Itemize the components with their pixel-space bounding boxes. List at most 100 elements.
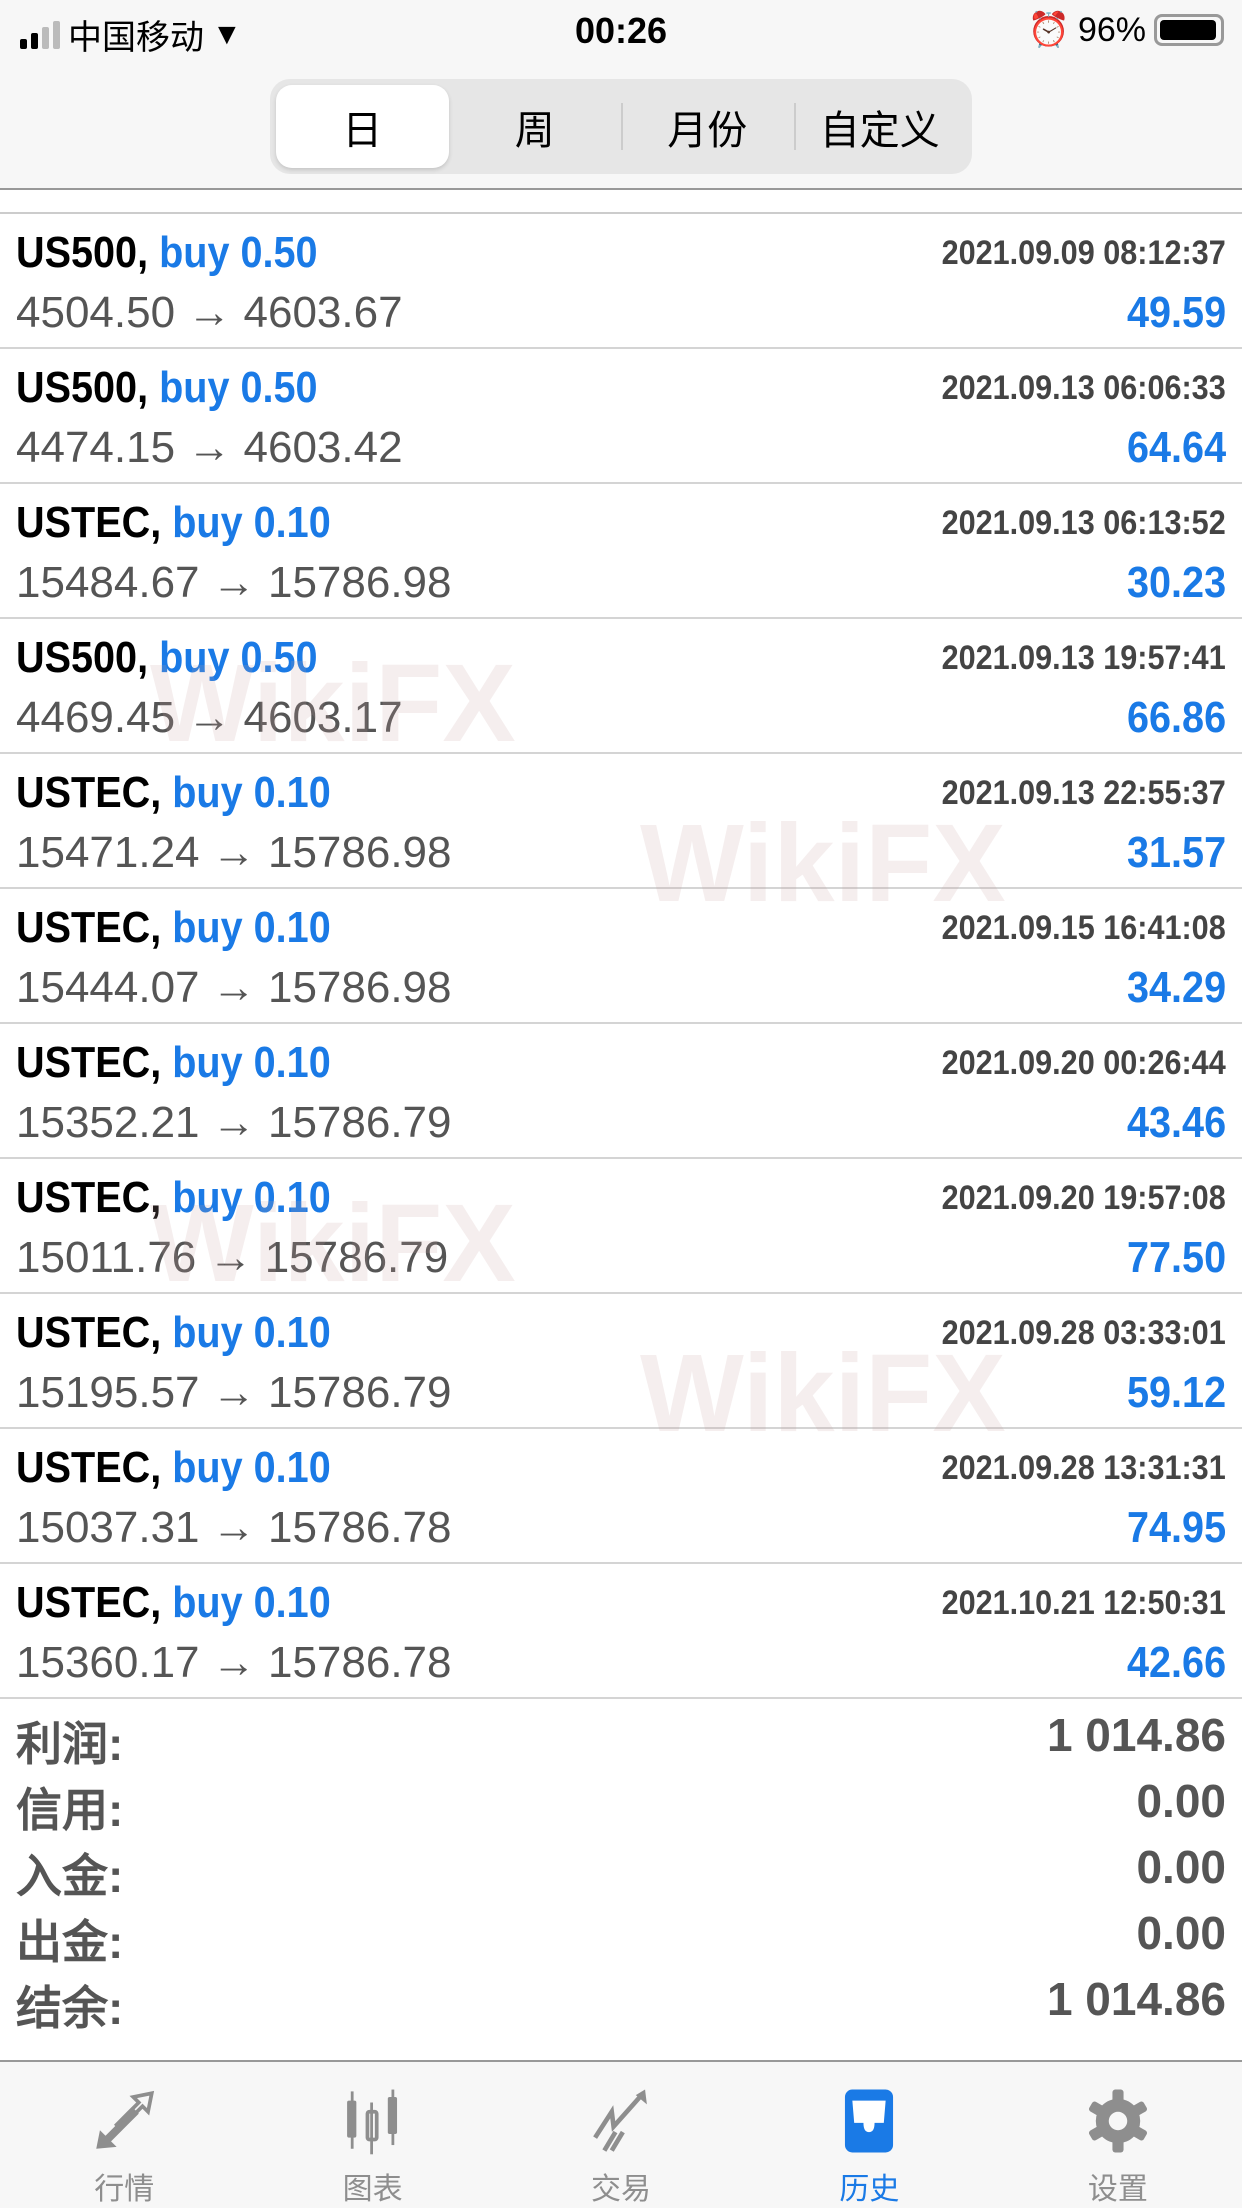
- trade-side-volume: buy 0.50: [159, 633, 318, 682]
- trade-prices: 15471.24 → 15786.98: [16, 828, 452, 877]
- tab-quotes[interactable]: 行情: [0, 2062, 248, 2208]
- trade-prices: 15195.57 → 15786.79: [16, 1368, 452, 1417]
- trade-symbol: USTEC, buy 0.10: [16, 498, 331, 548]
- value: 1 014.86: [1046, 1709, 1226, 1761]
- segment-custom[interactable]: 自定义: [793, 85, 967, 168]
- summary: 利润: 1 014.86 信用: 0.00 入金: 0.00 出金: 0.00 结余: 1…: [0, 1700, 1242, 2034]
- tab-label: 行情: [94, 2173, 155, 2206]
- value: 0.00: [1136, 1775, 1226, 1827]
- trade-row[interactable]: US500, buy 0.50 2021.09.13 19:57:41 4469…: [0, 619, 1242, 754]
- label: 利润:: [16, 1718, 124, 1770]
- trade-symbol: USTEC, buy 0.10: [16, 1308, 331, 1358]
- summary-deposit: 入金: 0.00: [0, 1832, 1242, 1902]
- trade-row[interactable]: USTEC, buy 0.10 2021.10.21 12:50:31 1536…: [0, 1564, 1242, 1699]
- trade-row[interactable]: US500, buy 0.50 2021.09.09 08:12:37 4504…: [0, 214, 1242, 349]
- trade-symbol: USTEC, buy 0.10: [16, 1443, 331, 1493]
- signal-icon: [20, 20, 60, 49]
- trade-profit: 43.46: [1126, 1098, 1226, 1147]
- trade-date: 2021.09.28 13:31:31: [941, 1449, 1226, 1487]
- trade-prices: 15484.67 → 15786.98: [16, 558, 452, 607]
- battery-percent: 96%: [1077, 10, 1146, 49]
- trade-side-volume: buy 0.50: [159, 363, 318, 412]
- gear-icon: [1088, 2089, 1147, 2153]
- trade-symbol: USTEC, buy 0.10: [16, 1038, 331, 1088]
- tab-bar: 行情 图表 交易 历史 设置: [0, 2060, 1242, 2208]
- status-bar: 中国移动 ▼ 00:26 ⏰ 96%: [0, 0, 1242, 75]
- trade-row[interactable]: US500, buy 0.50 2021.09.13 06:06:33 4474…: [0, 349, 1242, 484]
- battery-icon: [1154, 14, 1224, 46]
- trade-prices: 15352.21 → 15786.79: [16, 1098, 452, 1147]
- trade-side-volume: buy 0.10: [172, 1038, 331, 1087]
- clock: 00:26: [574, 10, 668, 51]
- trade-row[interactable]: USTEC, buy 0.10 2021.09.28 13:31:31 1503…: [0, 1429, 1242, 1564]
- alarm-icon: ⏰: [1027, 11, 1070, 49]
- trade-symbol: US500, buy 0.50: [16, 363, 318, 413]
- label: 结余:: [16, 1982, 124, 2034]
- trade-profit: 42.66: [1126, 1638, 1226, 1687]
- tab-trade[interactable]: 交易: [497, 2062, 745, 2208]
- period-header: 日 周 月份 自定义: [0, 75, 1242, 190]
- trade-row[interactable]: USTEC, buy 0.10 2021.09.20 00:26:44 1535…: [0, 1024, 1242, 1159]
- symbol: US500,: [16, 228, 149, 277]
- trade-prices: 4469.45 → 4603.17: [16, 693, 403, 742]
- tab-settings[interactable]: 设置: [994, 2062, 1242, 2208]
- quotes-arrows-icon: [96, 2090, 155, 2149]
- trade-date: 2021.09.13 22:55:37: [941, 774, 1226, 812]
- trade-profit: 34.29: [1126, 963, 1226, 1012]
- trade-prices: 15360.17 → 15786.78: [16, 1638, 452, 1687]
- trade-prices: 15011.76 → 15786.79: [16, 1233, 449, 1282]
- trade-row[interactable]: USTEC, buy 0.10 2021.09.13 22:55:37 1547…: [0, 754, 1242, 889]
- value: 0.00: [1136, 1841, 1226, 1893]
- trade-date: 2021.09.28 03:33:01: [941, 1314, 1226, 1352]
- symbol: USTEC,: [16, 1038, 162, 1087]
- trade-symbol: USTEC, buy 0.10: [16, 1173, 331, 1223]
- trade-trend-icon: [593, 2089, 647, 2152]
- tab-history[interactable]: 历史: [745, 2062, 993, 2208]
- history-inbox-icon: [845, 2089, 894, 2153]
- tab-charts[interactable]: 图表: [248, 2062, 496, 2208]
- tab-label: 历史: [839, 2173, 900, 2206]
- label: 入金:: [16, 1850, 124, 1902]
- candlestick-chart-icon: [346, 2089, 397, 2155]
- trade-profit: 31.57: [1126, 828, 1226, 877]
- trade-symbol: USTEC, buy 0.10: [16, 768, 331, 818]
- trade-side-volume: buy 0.10: [172, 1308, 331, 1357]
- trade-profit: 74.95: [1126, 1503, 1226, 1552]
- summary-balance: 结余: 1 014.86: [0, 1964, 1242, 2034]
- partial-row: [0, 190, 1242, 214]
- trade-date: 2021.09.20 19:57:08: [941, 1179, 1226, 1217]
- trade-row[interactable]: USTEC, buy 0.10 2021.09.20 19:57:08 1501…: [0, 1159, 1242, 1294]
- trade-date: 2021.09.13 06:13:52: [941, 504, 1226, 542]
- value: 1 014.86: [1046, 1973, 1226, 2025]
- trade-symbol: USTEC, buy 0.10: [16, 1578, 331, 1628]
- trade-profit: 64.64: [1126, 423, 1226, 472]
- segment-week[interactable]: 周: [514, 108, 555, 153]
- wifi-icon: ▼: [212, 17, 242, 51]
- trade-prices: 4474.15 → 4603.42: [16, 423, 403, 472]
- symbol: USTEC,: [16, 1308, 162, 1357]
- trade-row[interactable]: USTEC, buy 0.10 2021.09.13 06:13:52 1548…: [0, 484, 1242, 619]
- trade-side-volume: buy 0.10: [172, 1578, 331, 1627]
- trade-side-volume: buy 0.10: [172, 903, 331, 952]
- summary-credit: 信用: 0.00: [0, 1766, 1242, 1836]
- trade-profit: 49.59: [1126, 288, 1226, 337]
- trade-history-list[interactable]: US500, buy 0.50 2021.09.09 08:12:37 4504…: [0, 190, 1242, 1699]
- trade-row[interactable]: USTEC, buy 0.10 2021.09.15 16:41:08 1544…: [0, 889, 1242, 1024]
- trade-date: 2021.09.15 16:41:08: [941, 909, 1226, 947]
- carrier: 中国移动: [68, 19, 204, 57]
- trade-row[interactable]: USTEC, buy 0.10 2021.09.28 03:33:01 1519…: [0, 1294, 1242, 1429]
- symbol: USTEC,: [16, 1173, 162, 1222]
- symbol: USTEC,: [16, 1443, 162, 1492]
- label: 出金:: [16, 1916, 124, 1968]
- segment-month[interactable]: 月份: [621, 85, 794, 168]
- trade-date: 2021.10.21 12:50:31: [941, 1584, 1226, 1622]
- tab-label: 交易: [591, 2173, 652, 2206]
- segment-day[interactable]: 日: [276, 85, 449, 168]
- symbol: USTEC,: [16, 903, 162, 952]
- trade-date: 2021.09.09 08:12:37: [941, 234, 1226, 272]
- trade-prices: 15444.07 → 15786.98: [16, 963, 452, 1012]
- trade-prices: 15037.31 → 15786.78: [16, 1503, 452, 1552]
- trade-side-volume: buy 0.10: [172, 1443, 331, 1492]
- symbol: USTEC,: [16, 498, 162, 547]
- trade-date: 2021.09.20 00:26:44: [941, 1044, 1226, 1082]
